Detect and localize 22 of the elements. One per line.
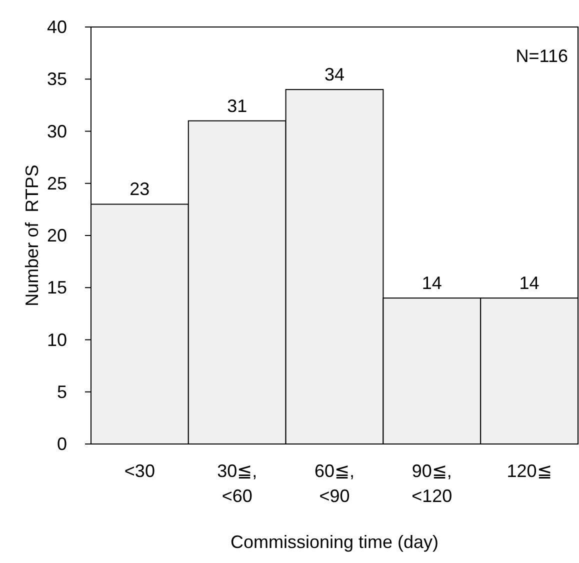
y-tick-label: 25 bbox=[46, 173, 67, 194]
y-tick-label: 40 bbox=[46, 17, 67, 37]
annotation: N=116 bbox=[516, 46, 568, 66]
y-tick-label: 15 bbox=[46, 278, 67, 298]
data-label: 23 bbox=[130, 179, 150, 200]
y-tick-label: 20 bbox=[46, 226, 67, 246]
x-tick-label: 120≦ bbox=[506, 461, 552, 481]
data-label: 14 bbox=[519, 273, 540, 294]
y-tick-label: 30 bbox=[46, 121, 67, 142]
x-tick-label: 30≦, <60 bbox=[217, 461, 258, 506]
y-tick-label: 5 bbox=[56, 382, 67, 402]
y-tick-label: 10 bbox=[46, 330, 67, 350]
y-axis-title: Number of RTPS bbox=[22, 164, 42, 306]
x-tick-label: 90≦, <120 bbox=[412, 461, 452, 506]
data-label: 31 bbox=[227, 96, 248, 116]
y-tick-label: 35 bbox=[46, 69, 67, 90]
x-tick-label: 60≦, <90 bbox=[314, 461, 355, 506]
data-label: 14 bbox=[422, 273, 442, 294]
data-label: 34 bbox=[324, 64, 345, 85]
y-tick-label: 0 bbox=[56, 434, 67, 454]
x-tick-label: <30 bbox=[124, 461, 155, 481]
x-axis-title: Commissioning time (day) bbox=[230, 532, 439, 552]
